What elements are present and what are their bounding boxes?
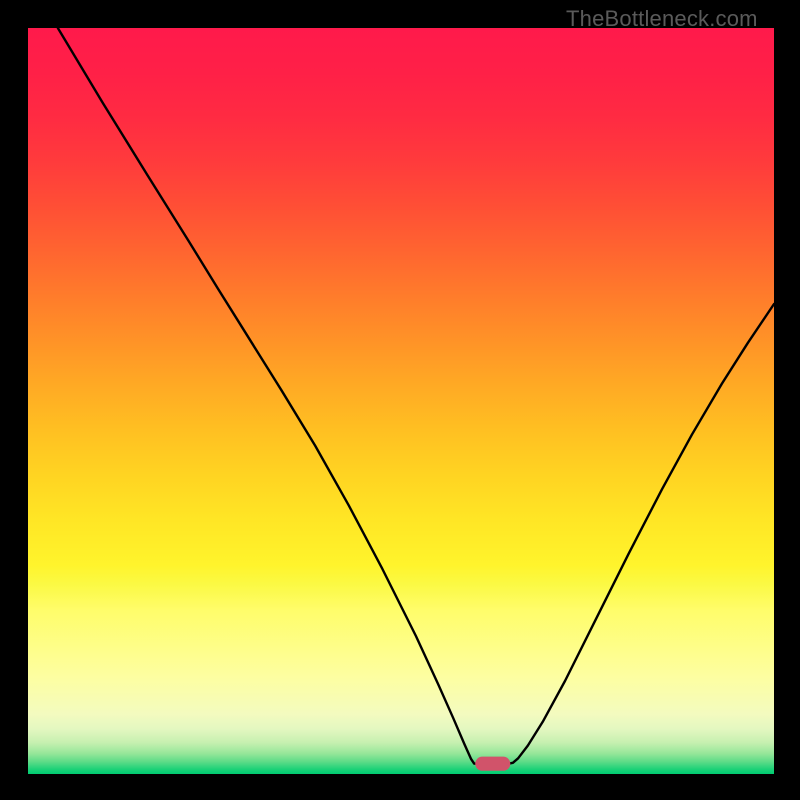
chart-frame: TheBottleneck.com xyxy=(0,0,800,800)
chart-svg xyxy=(28,28,774,774)
gradient-background xyxy=(28,28,774,774)
optimal-marker xyxy=(475,757,510,771)
plot-area xyxy=(28,28,774,774)
